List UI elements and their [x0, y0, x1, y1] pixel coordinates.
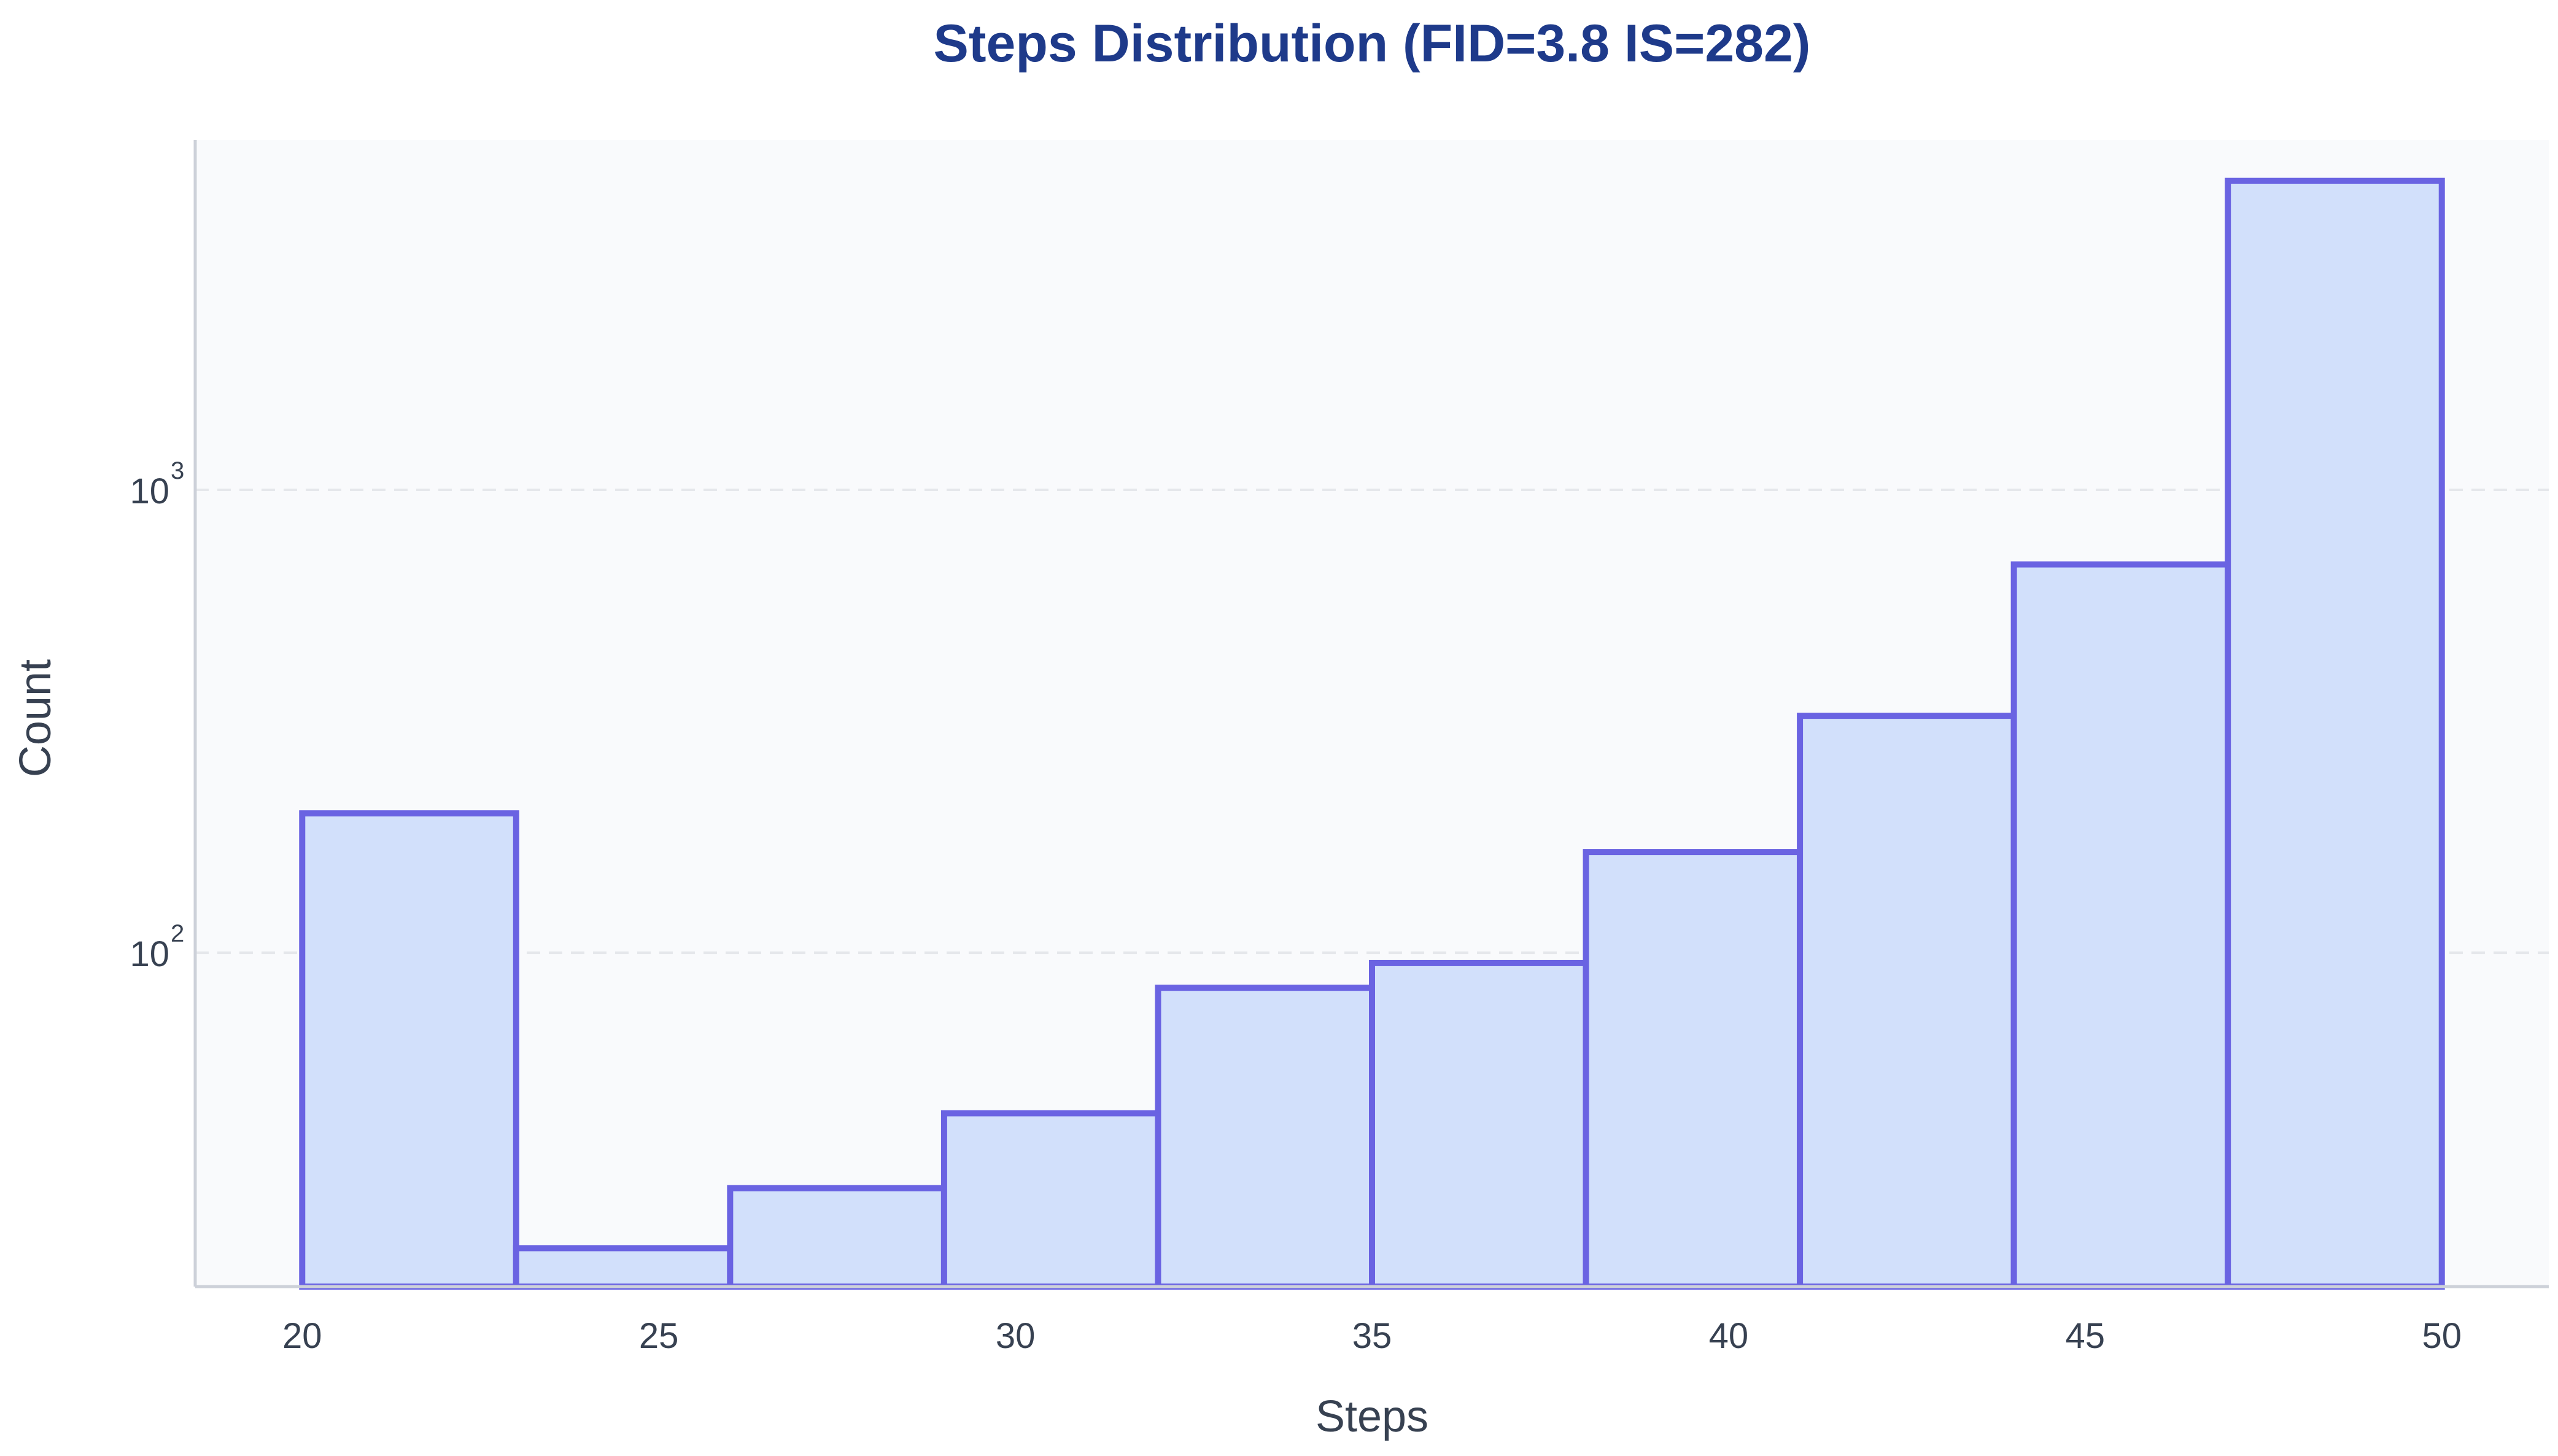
x-tick-label: 40 [1709, 1316, 1749, 1356]
histogram-bar-0 [299, 810, 519, 1290]
x-tick-label: 50 [2422, 1316, 2462, 1356]
histogram-bar-2 [727, 1185, 947, 1290]
y-tick-base: 10 [130, 471, 169, 511]
y-tick-label: 103 [130, 457, 184, 511]
axes [193, 140, 2549, 1288]
histogram-bar-1 [513, 1245, 734, 1290]
y-axis-label: Count [11, 659, 60, 777]
x-tick-label: 30 [996, 1316, 1036, 1356]
y-tick-label: 102 [130, 920, 184, 974]
histogram-bar-6 [1583, 849, 1804, 1290]
histogram-bar-3 [940, 1110, 1161, 1290]
histogram-bar-4 [1155, 985, 1376, 1290]
x-tick-label: 20 [282, 1316, 322, 1356]
histogram-bar-9 [2225, 177, 2445, 1290]
x-tick-label: 25 [639, 1316, 679, 1356]
chart-title: Steps Distribution (FID=3.8 IS=282) [934, 14, 1811, 73]
x-tick-label: 45 [2066, 1316, 2106, 1356]
bars [299, 177, 2445, 1290]
histogram-bar-5 [1369, 959, 1589, 1290]
histogram-bar-8 [2010, 561, 2231, 1290]
y-tick-base: 10 [130, 934, 169, 974]
grid-lines [195, 489, 2549, 955]
histogram-bar-7 [1797, 713, 2017, 1290]
x-axis-ticks: 20 25 30 35 40 45 50 [282, 1316, 2462, 1356]
x-axis-label: Steps [1316, 1392, 1428, 1441]
y-tick-exponent: 3 [171, 457, 184, 484]
y-tick-exponent: 2 [171, 920, 184, 947]
x-tick-label: 35 [1352, 1316, 1392, 1356]
